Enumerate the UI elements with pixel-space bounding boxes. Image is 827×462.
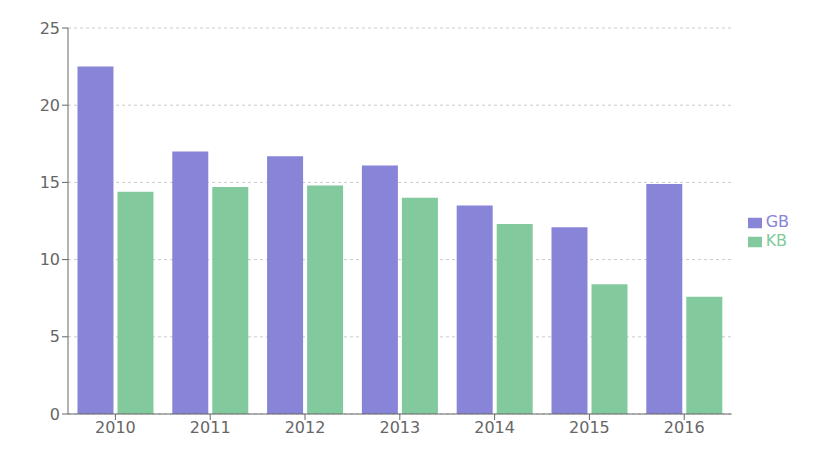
svg-text:2012: 2012	[285, 418, 326, 437]
svg-text:0: 0	[50, 405, 60, 424]
svg-text:2014: 2014	[474, 418, 515, 437]
svg-text:25: 25	[40, 19, 60, 38]
svg-text:2016: 2016	[664, 418, 705, 437]
html-text:GB: GB	[765, 212, 789, 231]
svg-text:15: 15	[40, 173, 60, 192]
svg-text:2010: 2010	[95, 418, 136, 437]
svg-text:20: 20	[40, 96, 60, 115]
svg-text:2011: 2011	[190, 418, 231, 437]
svg-text:5: 5	[50, 327, 60, 346]
svg-text:2013: 2013	[379, 418, 420, 437]
html-text:KB: KB	[765, 231, 788, 250]
svg-text:10: 10	[40, 250, 60, 269]
svg-text:2015: 2015	[569, 418, 610, 437]
